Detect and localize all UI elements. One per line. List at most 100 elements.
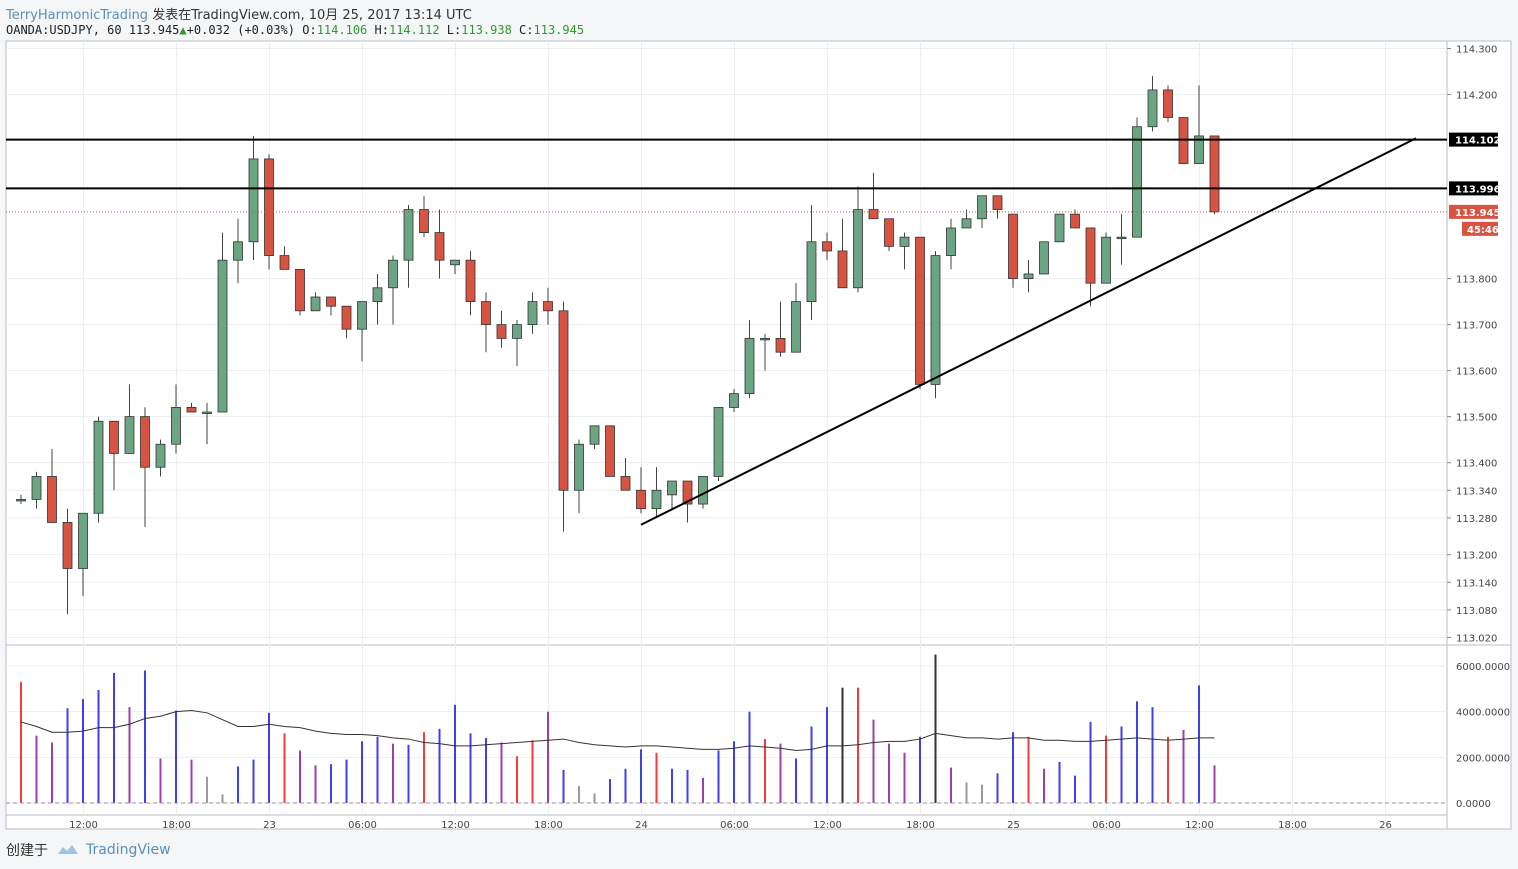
- volume-bar: [919, 736, 921, 803]
- created-with-label: 创建于: [6, 843, 48, 859]
- volume-bar: [1027, 736, 1030, 803]
- volume-bar: [252, 759, 255, 803]
- last-price-tag-label: 113.945: [1455, 208, 1501, 219]
- price-tick-label: 114.200: [1456, 91, 1497, 102]
- volume-bar: [97, 689, 100, 803]
- candle-body: [248, 158, 259, 243]
- volume-bar: [686, 769, 689, 803]
- candle-body: [713, 407, 724, 477]
- candle-body: [791, 301, 801, 353]
- volume-tick-label: 6000.0000: [1456, 662, 1510, 673]
- candle-body: [636, 489, 646, 510]
- candle-body: [388, 259, 398, 289]
- volume-bar: [981, 784, 983, 803]
- candle-body: [589, 425, 600, 445]
- price-tick-label: 113.400: [1456, 459, 1497, 470]
- volume-bar: [655, 752, 658, 803]
- volume-bar: [190, 759, 193, 803]
- volume-bar: [392, 743, 394, 803]
- change-text: +0.032 (+0.03%): [186, 23, 296, 37]
- tradingview-brand[interactable]: TradingView: [56, 842, 171, 858]
- high-value: 114.112: [388, 23, 440, 37]
- candle-body: [1194, 135, 1204, 164]
- volume-bar: [888, 743, 890, 803]
- candle-body: [62, 522, 73, 569]
- volume-bar: [1120, 726, 1123, 803]
- candle-body: [682, 480, 693, 505]
- candle-body: [341, 305, 352, 330]
- volume-tick-label: 0.0000: [1456, 799, 1491, 810]
- volume-bar: [35, 735, 38, 803]
- footer: 创建于 TradingView: [6, 840, 171, 860]
- candle-body: [186, 407, 197, 413]
- up-arrow-icon: ▲: [179, 23, 187, 37]
- candle-body: [202, 411, 212, 414]
- price-tick-label: 113.500: [1456, 413, 1497, 424]
- volume-bar: [1198, 685, 1200, 803]
- candle-body: [326, 296, 336, 307]
- candle-body: [1023, 273, 1034, 279]
- candle-body: [264, 158, 274, 256]
- tradingview-brand-label: TradingView: [86, 842, 171, 858]
- countdown-tag: [1462, 221, 1498, 236]
- price-tick-label: 113.080: [1456, 606, 1497, 617]
- candle-body: [233, 241, 243, 261]
- volume-bar: [500, 742, 503, 803]
- candle-body: [667, 480, 677, 496]
- volume-bar: [872, 719, 875, 803]
- candle-body: [155, 443, 166, 468]
- close-value: 113.945: [533, 23, 585, 37]
- candle-body: [822, 241, 832, 252]
- price-tick-label: 113.200: [1456, 551, 1497, 562]
- volume-bar: [624, 768, 627, 803]
- candle-body: [310, 296, 321, 312]
- time-tick-label: 18:00: [1278, 820, 1307, 831]
- time-tick-label: 18:00: [534, 820, 563, 831]
- volume-bar: [934, 654, 937, 803]
- low-label: L:: [446, 23, 462, 37]
- volume-bar: [206, 776, 208, 803]
- volume-bar: [1043, 768, 1045, 803]
- price-level-tag: [1449, 181, 1498, 196]
- volume-bar: [1167, 736, 1169, 803]
- close-label: C:: [519, 23, 534, 37]
- candle-body: [419, 209, 429, 233]
- candle-body: [992, 195, 1003, 210]
- volume-bar: [268, 712, 270, 803]
- candle-body: [1070, 213, 1080, 229]
- volume-bar: [857, 687, 859, 803]
- candle-body: [1209, 135, 1220, 213]
- volume-bar: [283, 733, 286, 803]
- volume-bar: [1074, 775, 1076, 803]
- candle-body: [853, 209, 863, 289]
- volume-bar: [764, 739, 766, 803]
- price-tick-label: 113.600: [1456, 367, 1497, 378]
- volume-bar: [733, 741, 735, 803]
- candle-body: [744, 337, 755, 395]
- volume-bar: [376, 736, 379, 803]
- last-price-text: 113.945: [128, 23, 180, 37]
- volume-bar: [841, 687, 844, 803]
- candle-body: [31, 476, 42, 500]
- time-tick-label: 25: [1007, 820, 1020, 831]
- volume-bar: [1213, 765, 1216, 803]
- candle-body: [279, 255, 290, 270]
- volume-bar: [1136, 701, 1138, 803]
- volume-bar: [903, 752, 906, 803]
- price-tick-label: 114.300: [1456, 45, 1497, 56]
- volume-bar: [314, 765, 317, 803]
- candle-body: [1085, 227, 1096, 284]
- low-value: 113.938: [461, 23, 512, 37]
- candle-body: [1116, 236, 1127, 240]
- candle-body: [465, 259, 476, 302]
- candle-body: [884, 218, 894, 247]
- volume-bar: [113, 672, 115, 803]
- author-link[interactable]: TerryHarmonicTrading: [6, 8, 149, 23]
- price-tick-label: 113.340: [1456, 486, 1497, 497]
- candle-body: [481, 301, 491, 325]
- symbol-label[interactable]: OANDA:USDJPY, 60: [6, 23, 122, 37]
- candle-body: [295, 268, 305, 312]
- time-tick-label: 06:00: [348, 820, 377, 831]
- volume-ma-line: [20, 710, 1215, 751]
